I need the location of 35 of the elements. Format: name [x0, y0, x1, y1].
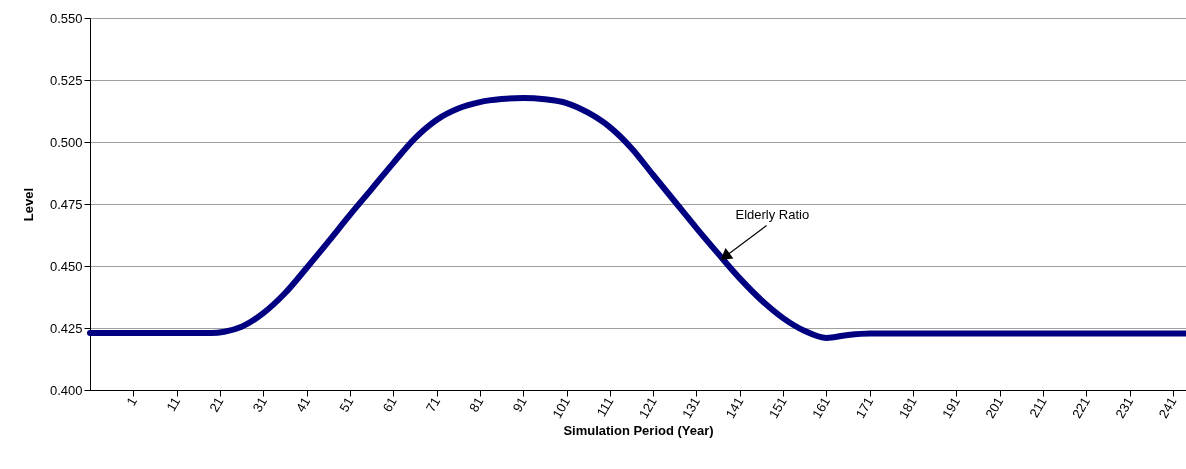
x-tick-label: 101 — [549, 394, 574, 421]
x-tick-label: 121 — [635, 394, 660, 421]
x-tick-label: 41 — [292, 394, 314, 415]
x-tick-label: 91 — [509, 394, 530, 415]
y-axis-title: Level — [20, 187, 36, 222]
x-tick-label: 221 — [1069, 394, 1093, 421]
y-tick-label: 0.425 — [49, 320, 83, 336]
x-tick-label: 1 — [123, 394, 140, 409]
x-tick-label: 21 — [206, 394, 227, 415]
x-axis-title: Simulation Period (Year) — [563, 422, 714, 438]
y-tick-label: 0.450 — [49, 258, 83, 274]
y-tick-label: 0.500 — [49, 134, 83, 150]
x-tick-label: 211 — [1026, 394, 1050, 420]
x-tick-label: 171 — [852, 394, 877, 421]
y-tick-label: 0.550 — [49, 10, 83, 26]
x-tick-label: 191 — [939, 394, 963, 421]
x-tick-label: 71 — [422, 394, 444, 415]
x-tick-label: 181 — [895, 394, 920, 421]
x-tick-label: 151 — [765, 394, 790, 421]
y-tick-label: 0.400 — [49, 382, 83, 398]
x-tick-label: 81 — [466, 394, 487, 415]
x-tick-label: 231 — [1112, 394, 1137, 421]
x-tick-label: 161 — [809, 394, 833, 421]
y-tick-label: 0.475 — [49, 196, 83, 212]
x-tick-label: 111 — [593, 394, 617, 420]
annotation: Elderly Ratio — [735, 206, 810, 222]
x-tick-label: 201 — [982, 394, 1007, 421]
x-tick-label: 131 — [679, 394, 704, 421]
x-tick-label: 141 — [722, 394, 747, 421]
x-tick-label: 241 — [1155, 394, 1180, 421]
x-tick-label: 61 — [379, 394, 400, 415]
x-tick-label: 51 — [336, 394, 357, 415]
x-tick-label: 11 — [163, 394, 184, 414]
x-tick-label: 31 — [249, 394, 270, 415]
y-tick-label: 0.525 — [49, 72, 83, 88]
